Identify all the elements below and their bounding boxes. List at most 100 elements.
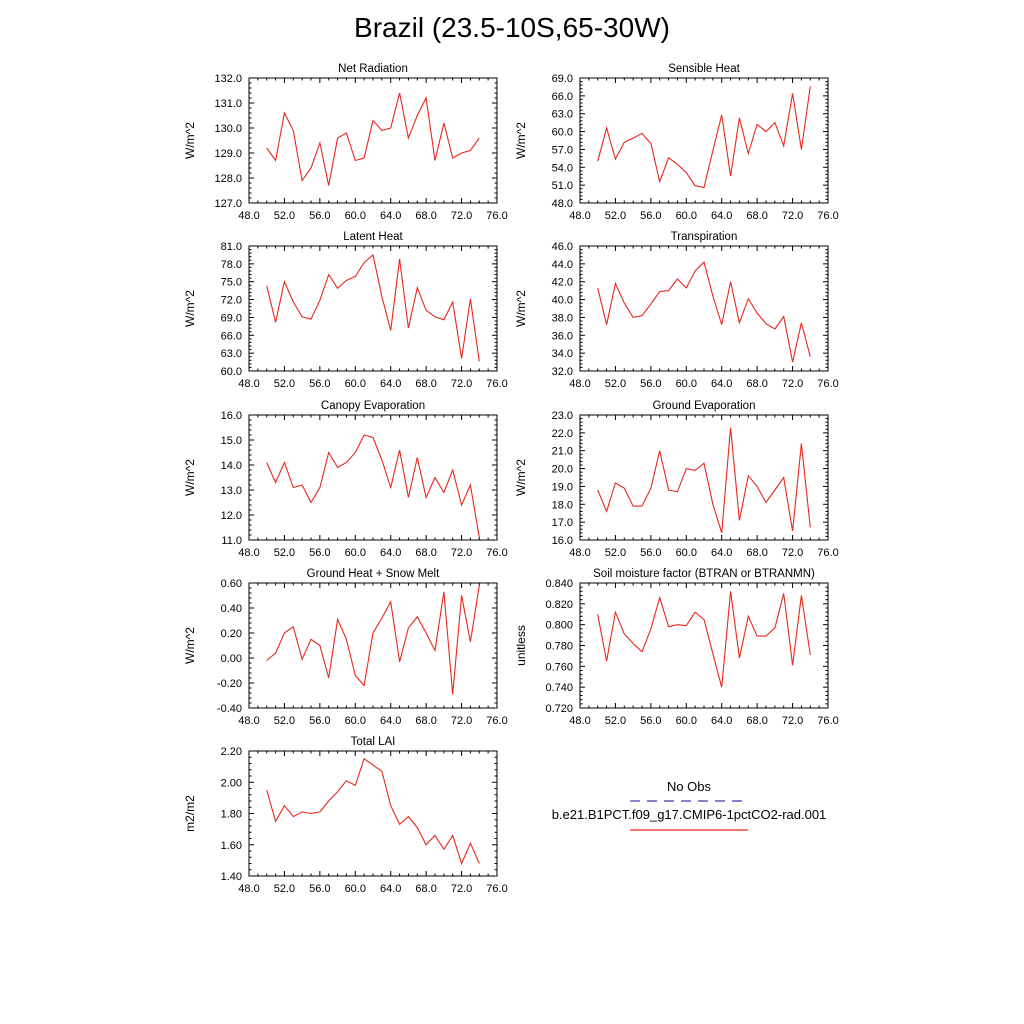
x-tick-label: 60.0 — [345, 883, 366, 895]
y-tick-label: 21.0 — [552, 446, 573, 458]
x-tick-label: 76.0 — [817, 715, 838, 727]
y-tick-label: 129.0 — [214, 148, 242, 160]
x-tick-label: 76.0 — [817, 378, 838, 390]
x-tick-label: 68.0 — [746, 210, 767, 222]
y-tick-label: 81.0 — [221, 241, 242, 253]
y-tick-label: 44.0 — [552, 259, 573, 271]
x-tick-label: 68.0 — [746, 715, 767, 727]
series-line — [266, 253, 480, 362]
panel-title: Latent Heat — [343, 231, 403, 243]
y-tick-label: 51.0 — [552, 180, 573, 192]
plot-frame — [248, 414, 498, 541]
y-axis-label: unitless — [514, 625, 528, 666]
series-line — [597, 86, 811, 189]
x-tick-label: 72.0 — [782, 715, 803, 727]
y-tick-label: -0.20 — [217, 678, 242, 690]
legend-model-label: b.e21.B1PCT.f09_g17.CMIP6-1pctCO2-rad.00… — [551, 807, 827, 822]
panel-canopy-evaporation: 48.0 52.0 56.0 60.0 64.0 68.0 72.0 76.0 11.0 12.0… — [183, 400, 508, 559]
y-tick-label: 130.0 — [214, 123, 242, 135]
x-tick-label: 52.0 — [274, 883, 295, 895]
y-tick-label: 11.0 — [221, 535, 242, 547]
y-tick-label: 0.840 — [545, 578, 573, 590]
x-tick-label: 76.0 — [486, 883, 507, 895]
panel-title: Sensible Heat — [668, 63, 740, 75]
y-tick-label: 14.0 — [221, 460, 242, 472]
x-tick-label: 52.0 — [605, 210, 626, 222]
y-tick-label: 1.40 — [221, 871, 242, 883]
figure-title: Brazil (23.5-10S,65-30W) — [354, 12, 670, 43]
y-tick-label: 0.780 — [545, 641, 573, 653]
y-tick-label: 1.60 — [221, 840, 242, 852]
x-tick-label: 72.0 — [451, 883, 472, 895]
x-tick-label: 60.0 — [676, 210, 697, 222]
x-tick-label: 68.0 — [415, 547, 436, 559]
panel-transpiration: 48.0 52.0 56.0 60.0 64.0 68.0 72.0 76.0 32.0 34.0… — [514, 231, 839, 390]
x-tick-label: 52.0 — [605, 547, 626, 559]
x-tick-label: 68.0 — [415, 378, 436, 390]
plot-frame — [248, 77, 498, 204]
x-tick-label: 64.0 — [380, 210, 401, 222]
series-line — [597, 591, 811, 688]
series-line — [266, 92, 480, 186]
x-tick-label: 76.0 — [486, 210, 507, 222]
panel-title: Ground Evaporation — [653, 400, 756, 412]
x-tick-label: 68.0 — [415, 715, 436, 727]
plot-frame — [248, 582, 498, 709]
panel-title: Transpiration — [671, 231, 738, 243]
y-tick-label: 23.0 — [552, 410, 573, 422]
x-tick-label: 56.0 — [309, 378, 330, 390]
y-tick-label: 20.0 — [552, 464, 573, 476]
x-tick-label: 64.0 — [380, 715, 401, 727]
y-axis-label: W/m^2 — [183, 122, 197, 159]
x-tick-label: 72.0 — [782, 378, 803, 390]
x-tick-label: 48.0 — [569, 547, 590, 559]
x-tick-label: 52.0 — [274, 210, 295, 222]
x-tick-label: 48.0 — [238, 715, 259, 727]
y-tick-label: 18.0 — [552, 499, 573, 511]
y-tick-label: 38.0 — [552, 312, 573, 324]
series-line — [266, 757, 480, 866]
x-tick-label: 64.0 — [380, 883, 401, 895]
x-tick-label: 68.0 — [415, 210, 436, 222]
panel-title: Ground Heat + Snow Melt — [307, 568, 440, 580]
panel-title: Total LAI — [351, 736, 396, 748]
x-tick-label: 72.0 — [451, 378, 472, 390]
y-tick-label: 0.820 — [545, 599, 573, 611]
x-tick-label: 76.0 — [486, 547, 507, 559]
plot-frame — [248, 245, 498, 372]
y-tick-label: 131.0 — [214, 98, 242, 110]
y-axis-label: m2/m2 — [183, 795, 197, 832]
y-axis-label: W/m^2 — [183, 290, 197, 327]
x-tick-label: 64.0 — [711, 547, 732, 559]
x-tick-label: 52.0 — [274, 715, 295, 727]
x-tick-label: 48.0 — [238, 883, 259, 895]
panel-title: Soil moisture factor (BTRAN or BTRANMN) — [593, 568, 815, 580]
x-tick-label: 48.0 — [569, 715, 590, 727]
panel-ground-evaporation: 48.0 52.0 56.0 60.0 64.0 68.0 72.0 76.0 16.0 17.0… — [514, 400, 839, 559]
x-tick-label: 48.0 — [238, 378, 259, 390]
panel-title: Net Radiation — [338, 63, 408, 75]
y-tick-label: 34.0 — [552, 348, 573, 360]
series-line — [266, 434, 480, 538]
x-tick-label: 76.0 — [486, 378, 507, 390]
x-tick-label: 64.0 — [711, 378, 732, 390]
x-tick-label: 60.0 — [676, 378, 697, 390]
y-tick-label: 42.0 — [552, 277, 573, 289]
x-tick-label: 64.0 — [380, 378, 401, 390]
panel-net-radiation: 48.0 52.0 56.0 60.0 64.0 68.0 72.0 76.0 127.0 128… — [183, 63, 508, 222]
legend-obs-label: No Obs — [666, 779, 712, 794]
y-tick-label: 46.0 — [552, 241, 573, 253]
y-tick-label: 16.0 — [221, 410, 242, 422]
x-tick-label: 48.0 — [238, 210, 259, 222]
y-tick-label: 127.0 — [214, 198, 242, 210]
y-tick-label: 0.800 — [545, 620, 573, 632]
x-tick-label: 52.0 — [605, 378, 626, 390]
panel-total-lai: 48.0 52.0 56.0 60.0 64.0 68.0 72.0 76.0 1.40 1.60… — [183, 736, 508, 895]
y-tick-label: 0.00 — [221, 653, 242, 665]
y-tick-label: 60.0 — [552, 127, 573, 139]
x-tick-label: 72.0 — [451, 210, 472, 222]
y-tick-label: 48.0 — [552, 198, 573, 210]
x-tick-label: 72.0 — [451, 715, 472, 727]
y-tick-label: 36.0 — [552, 330, 573, 342]
